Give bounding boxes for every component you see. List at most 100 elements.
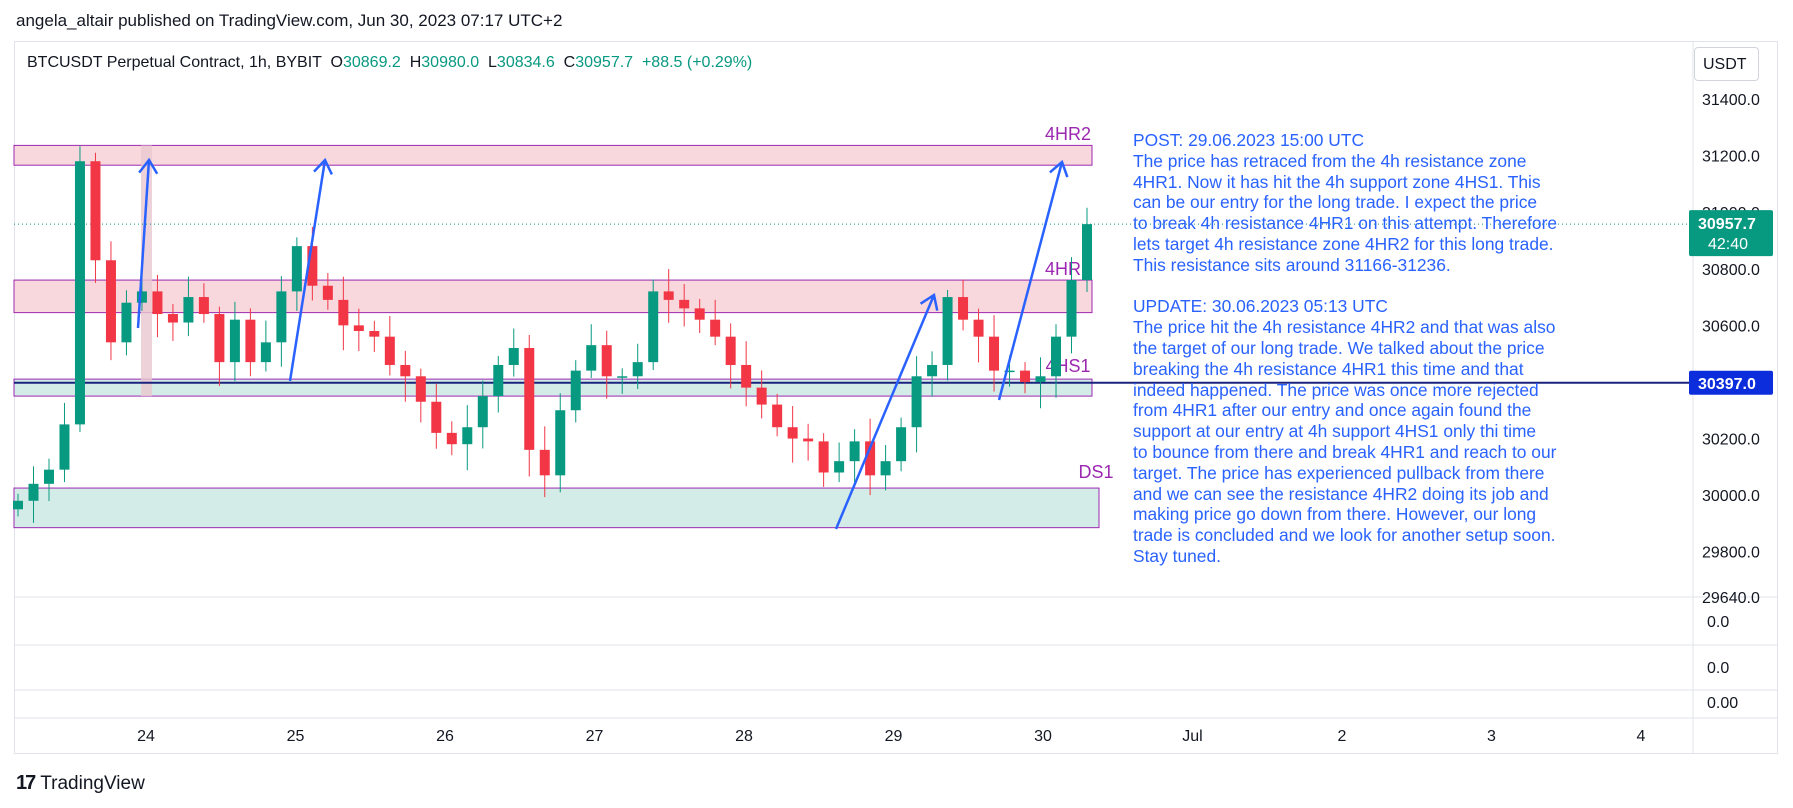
time-label: 27: [586, 728, 604, 745]
candle-body: [694, 308, 705, 320]
candle-body: [74, 161, 85, 425]
time-label: 25: [287, 728, 305, 745]
pane-value: 0.00: [1707, 695, 1738, 712]
candle-body: [90, 161, 101, 261]
arrow-3-head: [919, 292, 939, 311]
candle-body: [958, 297, 969, 320]
price-tick: 29800.0: [1702, 545, 1760, 562]
candle-body: [756, 387, 767, 405]
candle-body: [818, 441, 829, 473]
time-label: 24: [137, 728, 155, 745]
high-value: 30980.0: [421, 54, 480, 71]
time-label: 3: [1487, 728, 1496, 745]
candle-body: [741, 364, 752, 388]
open-label: O: [330, 54, 343, 71]
candle-body: [1066, 280, 1077, 337]
arrow-1-head: [138, 157, 159, 175]
low-label: L: [488, 54, 497, 71]
pane-value: 0.0: [1707, 614, 1729, 631]
time-label: 29: [885, 728, 903, 745]
time-label: 26: [436, 728, 454, 745]
candle-body: [849, 441, 860, 462]
time-label: 4: [1637, 728, 1646, 745]
countdown-label: 42:40: [1708, 236, 1748, 253]
candle-body: [1004, 370, 1015, 373]
price-tick: 30200.0: [1702, 432, 1760, 449]
time-label: 28: [735, 728, 753, 745]
arrow-3: [834, 294, 936, 530]
candle-body: [229, 319, 240, 363]
price-tick: 31200.0: [1702, 149, 1760, 166]
zone-4hr1: [13, 279, 1093, 314]
candle-body: [415, 376, 426, 402]
candle-body: [942, 297, 953, 365]
candle-body: [555, 410, 566, 476]
candle-body: [13, 500, 23, 510]
candle-body: [834, 461, 845, 473]
axes: 31400.031200.031000.030800.030600.030200…: [137, 92, 1773, 745]
candle-body: [617, 376, 628, 378]
symbol-label: BTCUSDT Perpetual Contract, 1h, BYBIT: [27, 54, 322, 71]
candle-body: [105, 260, 116, 343]
candle-body: [679, 299, 690, 309]
candle-body: [28, 483, 39, 501]
time-label: 30: [1034, 728, 1052, 745]
footer-brand[interactable]: 17 TradingView: [16, 772, 145, 795]
candle-body: [1051, 336, 1062, 377]
candle-body: [601, 345, 612, 377]
candle-body: [539, 449, 550, 476]
zone-label-4hr1: 4HR1: [1045, 259, 1091, 279]
price-tick: 30600.0: [1702, 318, 1760, 335]
price-tick: 30000.0: [1702, 488, 1760, 505]
line-price-badge: [1689, 370, 1773, 395]
price-tick: 29640.0: [1702, 590, 1760, 607]
close-label: C: [563, 54, 576, 71]
price-tick: 31400.0: [1702, 92, 1760, 109]
candle-body: [787, 427, 798, 439]
candle-body: [183, 297, 194, 323]
arrow-4-head: [1049, 159, 1069, 178]
open-value: 30869.2: [342, 54, 401, 71]
grid: [14, 42, 1778, 753]
arrows: [136, 157, 1069, 530]
chart-frame[interactable]: [14, 41, 1778, 754]
candle-body: [353, 325, 364, 332]
time-label: Jul: [1182, 728, 1202, 745]
candle-body: [508, 347, 519, 365]
candle-body: [710, 319, 721, 337]
candle-body: [59, 424, 70, 470]
candle-body: [152, 291, 163, 315]
arrow-2: [288, 159, 327, 382]
currency-selector[interactable]: USDT: [1694, 47, 1759, 81]
candle-body: [586, 345, 597, 371]
candle-body: [648, 291, 659, 363]
zone-label-4hr2: 4HR2: [1045, 124, 1091, 144]
candle-body: [245, 319, 256, 363]
zone-4hr2: [13, 144, 1093, 166]
candle-body: [973, 319, 984, 337]
candle-body: [725, 336, 736, 365]
price-tick: 30800.0: [1702, 262, 1760, 279]
zone-4hs1: [13, 378, 1093, 397]
candle-body: [880, 461, 891, 476]
candle-body: [524, 347, 535, 450]
candle-body: [493, 364, 504, 397]
candle-body: [462, 427, 473, 445]
arrow-1: [136, 159, 151, 329]
candle-body: [772, 404, 783, 428]
low-value: 30834.6: [496, 54, 555, 71]
candle-body: [214, 314, 225, 363]
candle-body: [136, 291, 147, 303]
candle-body: [369, 331, 380, 337]
pane-value: 0.0: [1707, 660, 1729, 677]
published-line: angela_altair published on TradingView.c…: [16, 11, 563, 30]
candle-body: [167, 314, 178, 323]
candle-body: [1020, 370, 1031, 382]
zone-ds1: [13, 487, 1100, 529]
candle-body: [663, 291, 674, 300]
candle-body: [989, 336, 1000, 371]
line-price-label: 30397.0: [1698, 376, 1756, 393]
close-value: 30957.7: [575, 54, 634, 71]
candle-body: [570, 370, 581, 411]
